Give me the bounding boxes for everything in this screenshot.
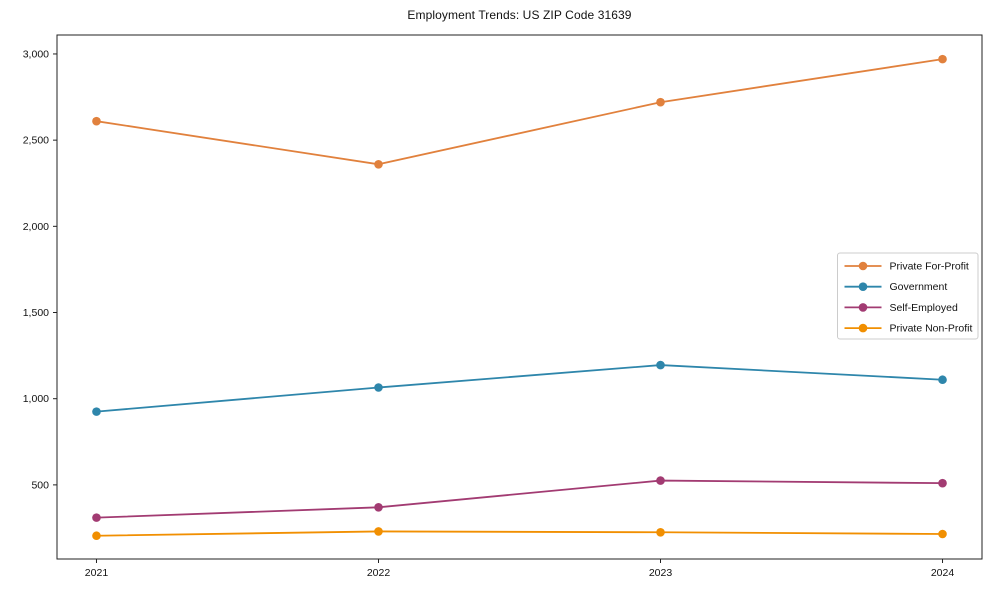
data-point-private-non-profit xyxy=(938,529,947,539)
data-point-private-for-profit xyxy=(938,54,947,64)
y-tick-label: 1,500 xyxy=(23,307,49,319)
series-line-self-employed xyxy=(96,479,943,519)
series-line-private-non-profit xyxy=(96,530,943,537)
y-tick-label: 500 xyxy=(31,479,49,491)
data-point-government xyxy=(656,360,665,370)
y-tick-label: 3,000 xyxy=(23,48,49,60)
chart-title: Employment Trends: US ZIP Code 31639 xyxy=(407,8,632,22)
x-tick-label: 2021 xyxy=(85,567,109,579)
series-line-government xyxy=(96,364,943,413)
legend-label: Private For-Profit xyxy=(890,261,969,273)
data-point-government xyxy=(92,407,101,416)
y-tick-label: 1,000 xyxy=(23,393,49,405)
y-tick-label: 2,500 xyxy=(23,135,49,147)
legend-label: Self-Employed xyxy=(890,302,958,314)
data-point-self-employed xyxy=(374,502,383,512)
data-point-self-employed xyxy=(938,478,947,488)
legend-marker xyxy=(858,261,868,271)
legend-marker xyxy=(858,282,868,292)
x-tick-label: 2023 xyxy=(649,567,673,579)
legend-label: Government xyxy=(890,281,948,293)
y-tick-label: 2,000 xyxy=(23,221,49,233)
x-tick-label: 2022 xyxy=(367,567,391,579)
legend-marker xyxy=(858,323,868,333)
data-point-private-for-profit xyxy=(92,116,101,126)
data-point-private-non-profit xyxy=(656,527,665,537)
legend-marker xyxy=(858,303,868,312)
plot-border xyxy=(56,34,983,560)
data-point-private-non-profit xyxy=(92,531,101,541)
data-point-self-employed xyxy=(92,513,101,522)
data-point-self-employed xyxy=(656,476,665,485)
series-line-private-for-profit xyxy=(96,58,943,166)
data-point-private-non-profit xyxy=(374,527,383,536)
data-point-government xyxy=(938,375,947,385)
data-point-private-for-profit xyxy=(656,97,665,107)
data-point-private-for-profit xyxy=(374,159,383,169)
x-tick-label: 2024 xyxy=(931,567,955,579)
legend-box xyxy=(837,252,979,340)
legend-label: Private Non-Profit xyxy=(890,323,973,335)
data-point-government xyxy=(374,383,383,392)
